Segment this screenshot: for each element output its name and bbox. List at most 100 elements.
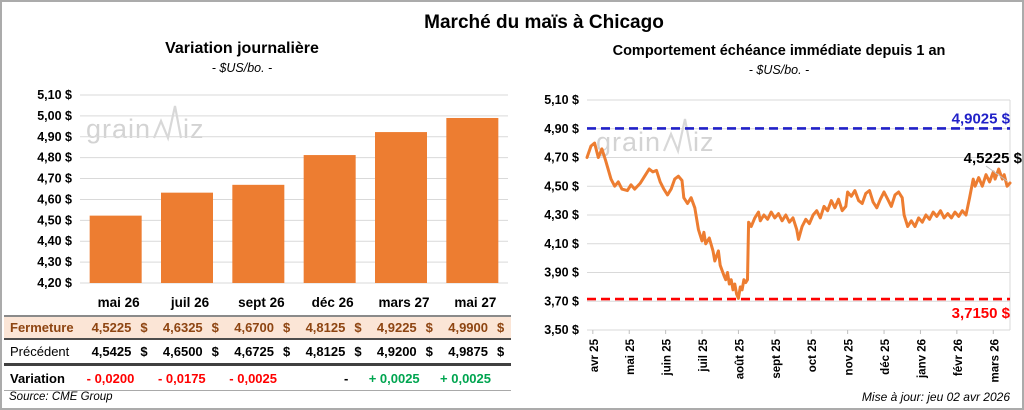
cell-value: 4,6725 [234,344,274,359]
last-value-label: 4,5225 $ [964,150,1023,167]
currency-symbol: $ [497,344,505,359]
y-tick-label: 4,90 $ [544,122,579,136]
y-tick-label: 3,50 $ [544,323,579,337]
table-cell: 4,9875 $ [440,344,511,359]
table-row-variation: Variation - 0,0200 - 0,0175 - 0,0025 - +… [4,366,511,391]
cell-value: 4,6325 [162,320,203,335]
y-tick-label: 4,70 $ [544,151,579,165]
table-cell: + 0,0025 [440,371,511,386]
x-tick-label: mai 25 [625,338,637,374]
cell-value: 4,5225 [91,320,132,335]
variation-value: - [343,370,349,386]
row-label: Fermeture [10,320,74,335]
cell-value: 4,9225 [376,320,417,335]
x-tick-label: juin 25 [662,338,674,376]
table-cell: 4,6700 $ [226,320,297,335]
y-tick-label: 4,20 $ [37,276,72,290]
line-chart-title: Comportement échéance immédiate depuis 1… [612,43,946,59]
variation-value: - 0,0200 [86,370,135,386]
bar-chart-title: Variation journalière [165,40,319,57]
variation-value: + 0,0025 [440,370,491,386]
cell-value: 4,9900 [448,320,488,335]
table-cell: 4,8125 $ [297,320,368,335]
table-cell: + 0,0025 [368,371,439,386]
x-tick-label: janv 26 [916,339,928,379]
table-cell: - 0,0025 [226,371,297,386]
cell-value: 4,8125 [305,344,346,359]
currency-symbol: $ [211,320,219,335]
resistance-label: 4,9025 $ [952,110,1011,127]
y-tick-label: 4,40 $ [37,234,72,248]
y-tick-label: 4,10 $ [544,237,579,251]
cell-value: 4,6700 [234,320,274,335]
cell-value: 4,9200 [376,344,417,359]
column-header: mars 27 [378,295,430,310]
y-tick-label: 5,00 $ [37,109,72,123]
y-tick-label: 4,90 $ [37,130,72,144]
bar [446,117,499,283]
variation-value: - 0,0025 [229,370,277,386]
table-header-row: mai 26 juil 26 sept 26 déc 26 mars 27 ma… [4,290,511,315]
x-tick-label: févr 26 [953,339,965,376]
x-tick-label: nov 25 [844,338,856,375]
currency-symbol: $ [425,320,433,335]
bar-chart-canvas: 5,10 $ 5,00 $ 4,90 $ 4,80 $ 4,70 $ 4,60 $ 4,50… [37,88,508,290]
column-header: mai 26 [97,295,140,310]
currency-symbol: $ [283,344,291,359]
bar [375,132,427,283]
column-header: déc 26 [311,295,354,310]
callout-leader-line [985,165,1008,182]
currency-symbol: $ [354,344,362,359]
y-tick-label: 4,30 $ [544,208,579,222]
table-cell: - 0,0175 [154,371,225,386]
currency-symbol: $ [497,320,505,335]
y-tick-label: 4,80 $ [37,151,72,165]
page-title: Marché du maïs à Chicago [424,12,664,33]
x-tick-label: déc 25 [880,338,892,374]
currency-symbol: $ [425,344,433,359]
currency-symbol: $ [211,344,219,359]
cell-value: 4,5425 [91,344,132,359]
table-row-fermeture: Fermeture 4,5225 $ 4,6325 $ 4,6700 $ 4,8125… [4,315,511,340]
update-note: Mise à jour: jeu 02 avr 2026 [861,390,1010,404]
cell-value: 4,9875 [448,344,488,359]
row-label: Précédent [10,344,70,359]
price-line [585,141,1012,300]
currency-symbol: $ [140,320,148,335]
column-header: sept 26 [238,295,285,310]
column-header: juil 26 [170,295,210,310]
y-tick-label: 4,70 $ [37,172,72,186]
x-tick-label: juil 25 [698,338,710,372]
y-tick-label: 5,10 $ [37,88,72,102]
table-cell: 4,9200 $ [368,344,439,359]
table-cell: - [297,371,368,386]
currency-symbol: $ [354,320,362,335]
table-cell: 4,9225 $ [368,320,439,335]
table-cell: 4,8125 $ [297,344,368,359]
y-tick-label: 5,10 $ [544,93,579,107]
bar [303,155,356,283]
table-cell: 4,6500 $ [154,344,225,359]
row-label: Variation [10,370,65,386]
table-cell: 4,6325 $ [154,320,225,335]
x-tick-label: avr 25 [589,338,601,372]
y-tick-label: 3,70 $ [544,294,579,308]
line-chart-canvas: 5,10 $ 4,90 $ 4,70 $ 4,50 $ 4,30 $ 4,10 $ 3,90… [544,93,1023,382]
variation-value: + 0,0025 [368,370,420,386]
currency-symbol: $ [283,320,291,335]
x-tick-label: mars 26 [989,339,1001,382]
table-cell: - 0,0200 [83,371,154,386]
y-tick-label: 4,50 $ [544,179,579,193]
table-row-precedent: Précédent 4,5425 $ 4,6500 $ 4,6725 $ 4,8125… [4,340,511,366]
currency-symbol: $ [140,344,148,359]
bar [89,215,142,283]
table-cell: 4,5425 $ [83,344,154,359]
table-cell: 4,6725 $ [226,344,297,359]
y-tick-label: 4,30 $ [37,255,72,269]
cell-value: 4,6500 [162,344,203,359]
bar-chart-subtitle: - $US/bo. - [211,61,273,75]
source-note: Source: CME Group [9,391,113,403]
futures-table: mai 26 juil 26 sept 26 déc 26 mars 27 ma… [4,290,511,391]
y-tick-label: 4,50 $ [37,213,72,227]
